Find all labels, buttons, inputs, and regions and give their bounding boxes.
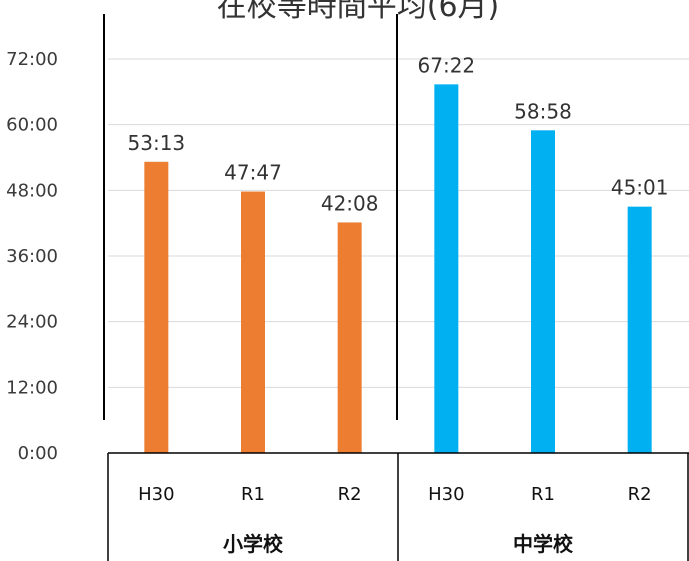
y-axis: 0:00 12:00 24:00 36:00 48:00 60:00 72:00 <box>6 14 398 464</box>
data-labels: 53:13 47:47 42:08 67:22 58:58 45:01 <box>128 53 669 215</box>
y-tick-label: 60:00 <box>6 115 58 136</box>
x-group-label: 小学校 <box>223 532 284 556</box>
y-tick-label: 36:00 <box>6 246 58 267</box>
bar <box>144 161 169 454</box>
bar <box>337 222 362 453</box>
bar <box>434 84 459 453</box>
x-category-label: R2 <box>628 484 652 505</box>
data-label: 67:22 <box>418 53 476 77</box>
y-tick-label: 24:00 <box>6 312 58 333</box>
x-category-label: H30 <box>138 484 174 505</box>
x-category-label: R1 <box>241 484 265 505</box>
x-axis: H30 R1 R2 小学校 H30 R1 R2 中学校 <box>107 452 689 561</box>
data-label: 42:08 <box>321 191 379 215</box>
bar <box>627 206 652 453</box>
x-category-label: R2 <box>338 484 362 505</box>
gridlines <box>108 58 689 388</box>
y-tick-label: 0:00 <box>18 443 58 464</box>
data-label: 58:58 <box>514 99 572 123</box>
data-label: 45:01 <box>611 176 669 200</box>
x-group-label: 中学校 <box>513 532 574 556</box>
bar <box>531 130 555 454</box>
data-label: 53:13 <box>128 131 186 155</box>
chart-title: 在校等時間平均(6月) <box>217 0 500 24</box>
bar <box>241 191 265 453</box>
y-tick-label: 72:00 <box>6 49 58 70</box>
data-label: 47:47 <box>224 161 282 185</box>
y-tick-label: 48:00 <box>6 180 58 201</box>
x-category-label: H30 <box>428 484 464 505</box>
x-category-label: R1 <box>531 484 555 505</box>
y-tick-label: 12:00 <box>6 377 58 398</box>
bars <box>144 84 652 454</box>
